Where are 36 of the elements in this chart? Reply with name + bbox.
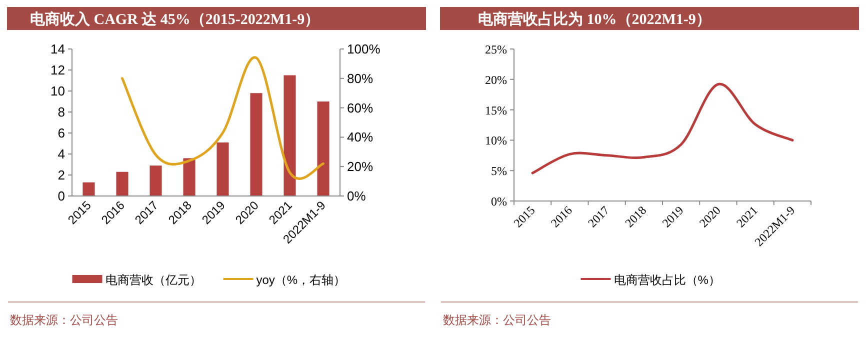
- y-tick-label: 15%: [485, 103, 507, 118]
- legend-label: yoy（%，右轴）: [256, 273, 346, 287]
- bar: [284, 75, 296, 196]
- bar: [216, 142, 229, 196]
- source-note: 数据来源：公司公告: [443, 313, 551, 327]
- bar: [82, 182, 95, 196]
- y-tick-label: 10: [50, 84, 65, 98]
- bar: [183, 158, 196, 196]
- y2-tick-label: 80%: [347, 70, 374, 86]
- bar: [317, 102, 330, 196]
- bar: [250, 93, 262, 196]
- y-tick-label: 2: [58, 168, 65, 182]
- y-tick-label: 10%: [485, 134, 507, 148]
- y-tick-label: 8: [58, 104, 65, 120]
- legend-label: 电商营收（亿元）: [105, 273, 202, 287]
- y2-tick-label: 40%: [347, 130, 374, 145]
- y-tick-label: 12: [50, 62, 65, 78]
- chart-title: 电商收入 CAGR 达 45%（2015-2022M1-9）: [30, 10, 320, 28]
- bar: [150, 166, 162, 196]
- y2-tick-label: 100%: [347, 42, 381, 56]
- y-tick-label: 14: [50, 42, 65, 56]
- y2-tick-label: 0%: [347, 188, 366, 204]
- line-series: [531, 82, 794, 174]
- y-tick-label: 6: [58, 126, 65, 140]
- source-note: 数据来源：公司公告: [10, 313, 118, 327]
- legend-label: 电商营收占比（%）: [614, 273, 720, 287]
- y-tick-label: 5%: [491, 164, 507, 178]
- chart-title: 电商营收占比为 10%（2022M1-9）: [478, 10, 711, 28]
- y-tick-label: 0: [58, 188, 65, 204]
- y-tick-label: 25%: [485, 42, 507, 56]
- bar: [116, 172, 128, 196]
- y-tick-label: 4: [58, 146, 65, 162]
- y-tick-label: 20%: [485, 72, 507, 87]
- y-tick-label: 0%: [491, 194, 507, 208]
- y2-tick-label: 20%: [347, 159, 374, 174]
- y2-tick-label: 60%: [347, 100, 374, 116]
